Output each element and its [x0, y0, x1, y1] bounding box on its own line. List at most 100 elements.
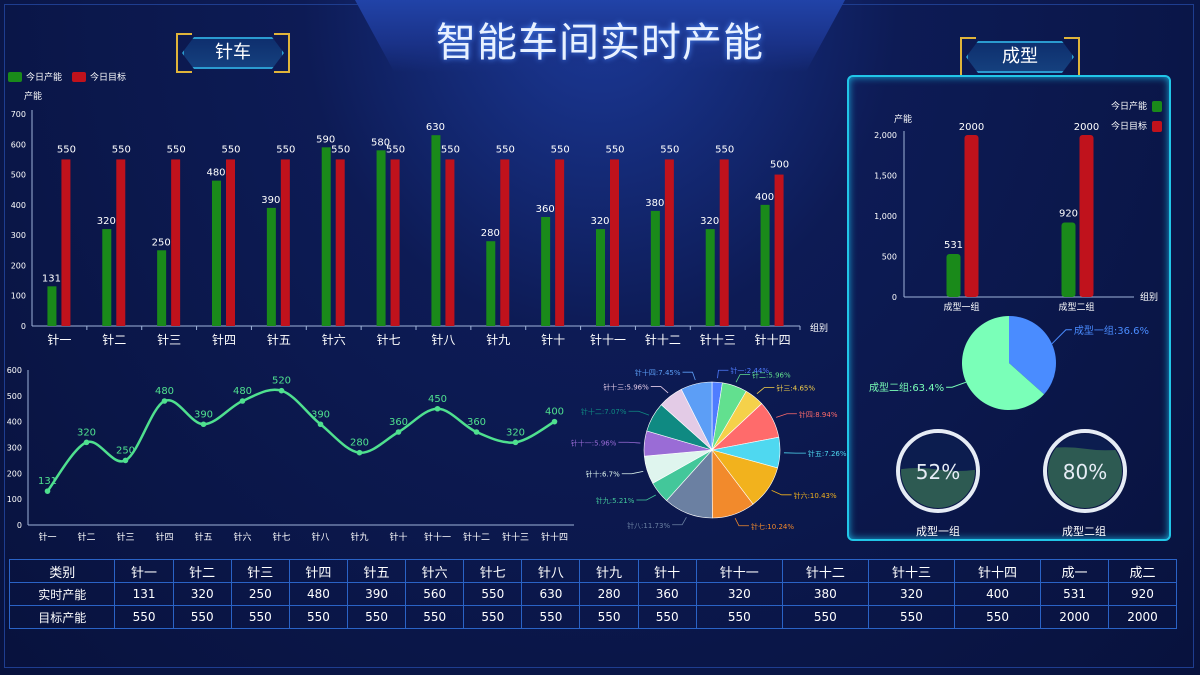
x-axis-title: 组别 — [810, 322, 828, 334]
bar-target — [555, 159, 565, 326]
bar-actual — [321, 147, 331, 326]
table-cell: 550 — [405, 605, 465, 629]
y-tick-label: 200 — [11, 261, 26, 270]
pie-slice — [962, 316, 1045, 410]
bar-actual — [541, 216, 551, 326]
table-cell: 成二 — [1107, 559, 1178, 583]
gauge-percent: 52% — [916, 460, 960, 484]
page-title: 智能车间实时产能 — [436, 20, 764, 66]
pie-leader-line — [682, 371, 696, 381]
line-data-label: 400 — [545, 407, 564, 418]
y-tick-label: 300 — [7, 444, 22, 453]
bar-target — [1079, 135, 1094, 297]
y-axis-title: 产能 — [24, 90, 42, 102]
data-label-target: 550 — [112, 144, 131, 155]
data-label-actual: 590 — [316, 134, 335, 145]
y-tick-label: 1,000 — [874, 212, 897, 221]
gauge-fill — [901, 468, 975, 508]
bar-actual — [431, 135, 441, 326]
data-label-target: 550 — [605, 144, 624, 155]
legend-label: 今日目标 — [1111, 120, 1147, 132]
table-cell: 550 — [230, 605, 290, 629]
legend-swatch — [1152, 121, 1162, 132]
bar-actual — [650, 210, 660, 326]
table-row-label: 实时产能 — [8, 582, 116, 606]
bar-target — [719, 159, 729, 326]
legend-swatch-target — [72, 71, 87, 82]
table-cell: 630 — [521, 582, 581, 606]
table-cell: 280 — [579, 582, 639, 606]
pie-leader-line — [672, 517, 687, 526]
line-data-label: 280 — [350, 438, 369, 449]
table-cell: 920 — [1107, 582, 1178, 606]
y-axis-title: 产能 — [894, 113, 912, 125]
table-row-label: 类别 — [8, 559, 116, 583]
y-tick-label: 0 — [17, 521, 22, 530]
legend-target-label: 今日目标 — [90, 73, 127, 83]
line-data-label: 250 — [116, 445, 135, 456]
data-label-actual: 630 — [426, 122, 445, 133]
table-cell: 550 — [463, 605, 523, 629]
line-point — [434, 405, 441, 412]
x-tick-label: 针四 — [212, 332, 236, 347]
x-tick-label: 针一 — [38, 531, 56, 543]
y-tick-label: 0 — [21, 322, 26, 331]
bar-target — [390, 159, 400, 326]
data-label-actual: 280 — [481, 228, 500, 239]
table-cell: 320 — [867, 582, 956, 606]
needle-capacity-bar-chart: 产能 0 100 200 300 400 500 600 700 针一 131 550 针二 320 550… — [11, 90, 828, 347]
y-tick-label: 0 — [892, 293, 897, 302]
y-tick-label: 200 — [7, 469, 22, 478]
data-label-target: 550 — [331, 144, 350, 155]
table-cell: 针十一 — [695, 559, 783, 583]
line-data-label: 360 — [467, 417, 486, 428]
section-badge-forming: 成型 — [960, 37, 1080, 77]
pie-slice-label: 针七:10.24% — [751, 522, 794, 531]
y-tick-label: 500 — [7, 392, 22, 401]
pie-leader-line — [756, 387, 775, 395]
data-label-actual: 920 — [1059, 208, 1078, 219]
table-cell: 550 — [172, 605, 232, 629]
table-cell: 针七 — [463, 559, 523, 583]
main-bar-legend: 今日产能 今日目标 — [8, 70, 126, 83]
data-label-actual: 380 — [645, 198, 664, 209]
bar-target — [280, 159, 290, 326]
table-cell: 480 — [288, 582, 348, 606]
x-tick-label: 针三 — [116, 531, 134, 543]
table-cell: 550 — [346, 605, 407, 629]
data-label-target: 550 — [496, 144, 515, 155]
pie-slice-label: 针十一:5.96% — [571, 438, 617, 447]
capacity-table: 类别 针一 针二 针三 针四 针五 针六 针七 针八 针九 针十 针十一 针十二 针十三 针十四 成一 成二 实时… — [8, 559, 1178, 629]
pie-slice-label: 针十四:7.45% — [635, 368, 681, 377]
data-label-target: 550 — [276, 144, 295, 155]
line-data-label: 131 — [38, 476, 57, 487]
gauge-label-group1: 成型一组 — [916, 525, 960, 538]
y-tick-label: 600 — [11, 140, 26, 149]
needle-share-pie-chart: 针一:2.44%针二:5.96% 针三:4.65% 针四:8.94% 针五:7.26%… — [571, 366, 847, 531]
x-tick-label: 针五 — [194, 531, 212, 543]
table-cell: 550 — [288, 605, 348, 629]
line-point — [122, 457, 129, 464]
table-row: 实时产能 131 320 250 480 390 560 550 630 280 360 320 380… — [8, 582, 1178, 606]
data-label-target: 2000 — [1074, 122, 1099, 133]
x-tick-label: 针十一 — [424, 531, 451, 543]
y-tick-label: 500 — [11, 171, 26, 180]
legend-label: 今日产能 — [1111, 100, 1147, 112]
table-cell: 560 — [405, 582, 465, 606]
pie-slice-label: 针十二:7.07% — [581, 407, 627, 416]
line-point — [161, 398, 168, 404]
x-tick-label: 针十一 — [590, 332, 626, 347]
pie-leader-line — [628, 410, 650, 416]
forming-gauges: 52% 80% — [896, 429, 1127, 513]
table-header-row: 类别 针一 针二 针三 针四 针五 针六 针七 针八 针九 针十 针十一 针十二 针十三 针十四 成一 成二 — [8, 559, 1178, 583]
table-cell: 390 — [346, 582, 407, 606]
bar-actual — [946, 253, 961, 297]
line-point — [44, 488, 51, 494]
line-point — [239, 398, 246, 404]
needle-capacity-line-chart: 0 100 200 300 400 500 600 针一 131 针二 320 针三 250 针四 480 针… — [7, 366, 574, 543]
line-data-label: 320 — [77, 427, 96, 438]
x-tick-label: 针十二 — [645, 332, 681, 347]
bar-target — [226, 159, 235, 326]
line-data-label: 480 — [155, 386, 174, 397]
bar-target — [171, 159, 181, 326]
